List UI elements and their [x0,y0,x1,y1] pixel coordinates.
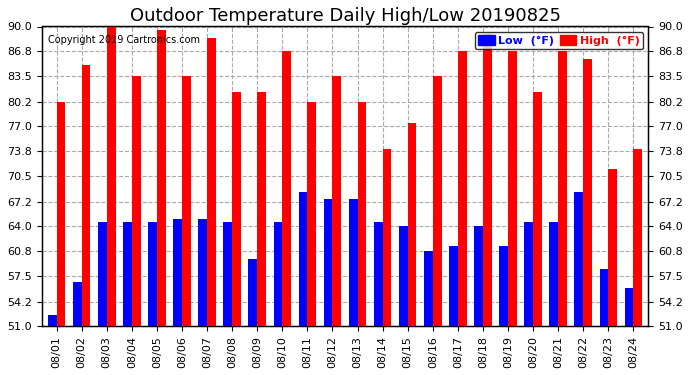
Legend: Low  (°F), High  (°F): Low (°F), High (°F) [475,32,643,50]
Bar [132,76,141,326]
Bar [123,222,132,326]
Bar [57,102,66,326]
Bar [449,246,458,326]
Bar [483,34,492,326]
Bar [198,219,207,326]
Bar [207,38,216,326]
Bar [500,246,508,326]
Bar [182,76,190,326]
Bar [633,150,642,326]
Bar [374,222,383,326]
Bar [474,226,483,326]
Bar [609,169,617,326]
Bar [148,222,157,326]
Bar [282,51,291,326]
Bar [273,222,282,326]
Bar [424,251,433,326]
Bar [107,19,115,326]
Bar [299,192,307,326]
Bar [524,222,533,326]
Bar [224,222,232,326]
Bar [307,102,316,326]
Bar [257,92,266,326]
Bar [348,200,357,326]
Bar [433,76,442,326]
Bar [248,259,257,326]
Bar [98,222,107,326]
Bar [157,30,166,326]
Bar [575,192,583,326]
Bar [357,102,366,326]
Title: Outdoor Temperature Daily High/Low 20190825: Outdoor Temperature Daily High/Low 20190… [130,7,560,25]
Bar [458,51,466,326]
Bar [324,200,333,326]
Bar [558,51,567,326]
Bar [583,59,592,326]
Bar [600,268,609,326]
Bar [508,51,517,326]
Bar [73,282,81,326]
Bar [533,92,542,326]
Text: Copyright 2019 Cartronics.com: Copyright 2019 Cartronics.com [48,36,199,45]
Bar [333,76,342,326]
Bar [173,219,182,326]
Bar [232,92,241,326]
Bar [48,315,57,326]
Bar [549,222,558,326]
Bar [624,288,633,326]
Bar [81,65,90,326]
Bar [399,226,408,326]
Bar [408,123,417,326]
Bar [383,150,391,326]
